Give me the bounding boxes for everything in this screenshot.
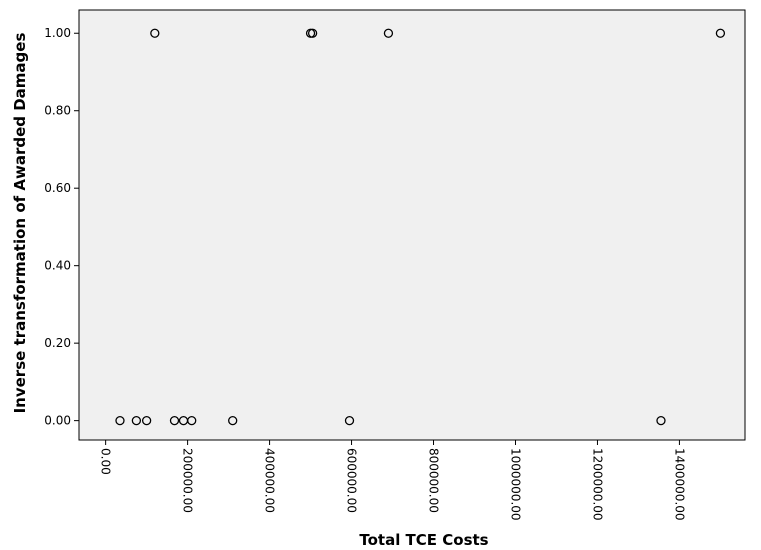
y-tick-label: 0.40 xyxy=(44,259,71,273)
data-point xyxy=(187,415,197,426)
y-axis-title: Inverse transformation of Awarded Damage… xyxy=(11,33,29,414)
y-tick-label: 0.00 xyxy=(44,414,71,428)
y-tick-label: 0.60 xyxy=(44,181,71,195)
x-tick-label: 0.00 xyxy=(99,448,113,475)
data-points xyxy=(115,28,726,426)
data-point xyxy=(150,28,160,38)
x-tick-label: 600000.00 xyxy=(345,448,359,513)
x-tick-label: 1200000.00 xyxy=(590,448,604,521)
y-tick-label: 0.80 xyxy=(44,104,71,118)
data-point xyxy=(115,415,125,426)
data-point xyxy=(169,415,180,426)
x-tick-label: 800000.00 xyxy=(427,448,441,513)
plot-area xyxy=(78,9,746,441)
data-point xyxy=(715,28,726,38)
x-axis-title: Total TCE Costs xyxy=(359,531,488,549)
data-point xyxy=(383,28,394,38)
x-tick-label: 1400000.00 xyxy=(672,448,686,521)
data-point xyxy=(656,415,666,426)
x-tick-label: 200000.00 xyxy=(181,448,195,513)
data-point xyxy=(307,28,318,38)
data-point xyxy=(131,415,142,426)
data-point xyxy=(141,415,152,426)
x-tick-label: 1000000.00 xyxy=(508,448,522,521)
x-axis: 0.00 200000.00 400000.00 600000.00 800000.00… xyxy=(99,440,686,521)
data-point xyxy=(344,415,355,426)
data-point xyxy=(228,415,238,426)
y-tick-label: 0.20 xyxy=(44,336,71,350)
x-tick-label: 400000.00 xyxy=(263,448,277,513)
y-tick-label: 1.00 xyxy=(44,26,71,40)
y-axis: 0.00 0.20 0.40 0.60 0.80 1.00 xyxy=(44,26,79,428)
